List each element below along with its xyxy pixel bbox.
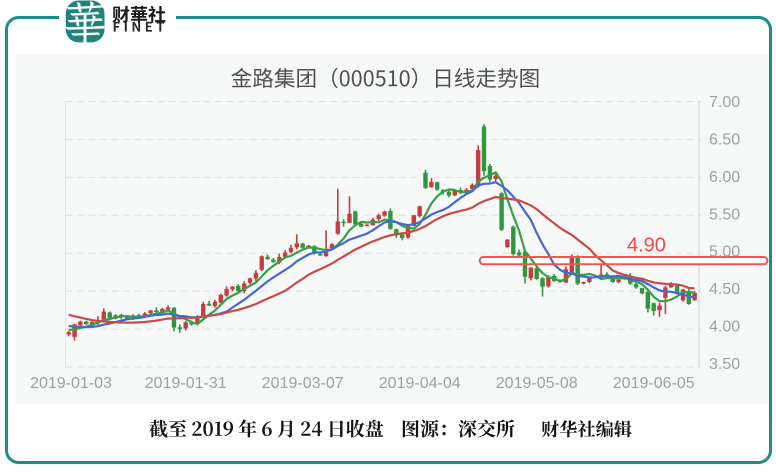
- svg-text:2019-06-05: 2019-06-05: [613, 375, 695, 392]
- svg-text:2019-04-04: 2019-04-04: [379, 375, 461, 392]
- svg-text:6.50: 6.50: [709, 132, 740, 149]
- svg-text:2019-01-03: 2019-01-03: [30, 375, 112, 392]
- svg-text:2019-03-07: 2019-03-07: [262, 375, 344, 392]
- svg-text:3.50: 3.50: [709, 356, 740, 373]
- svg-text:4.50: 4.50: [709, 281, 740, 298]
- svg-text:4.90: 4.90: [627, 235, 666, 257]
- svg-text:7.00: 7.00: [709, 94, 740, 111]
- svg-text:6.00: 6.00: [709, 169, 740, 186]
- svg-text:5.50: 5.50: [709, 206, 740, 223]
- svg-text:2019-05-08: 2019-05-08: [496, 375, 578, 392]
- svg-text:4.00: 4.00: [709, 319, 740, 336]
- svg-text:2019-01-31: 2019-01-31: [145, 375, 227, 392]
- svg-text:5.00: 5.00: [709, 244, 740, 261]
